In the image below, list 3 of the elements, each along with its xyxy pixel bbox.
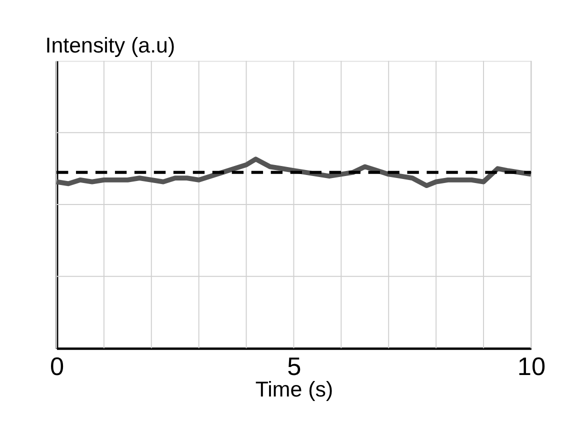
y-axis-title: Intensity (a.u) <box>45 34 176 58</box>
x-tick-label: 10 <box>517 353 546 382</box>
x-tick-label: 0 <box>50 353 64 382</box>
